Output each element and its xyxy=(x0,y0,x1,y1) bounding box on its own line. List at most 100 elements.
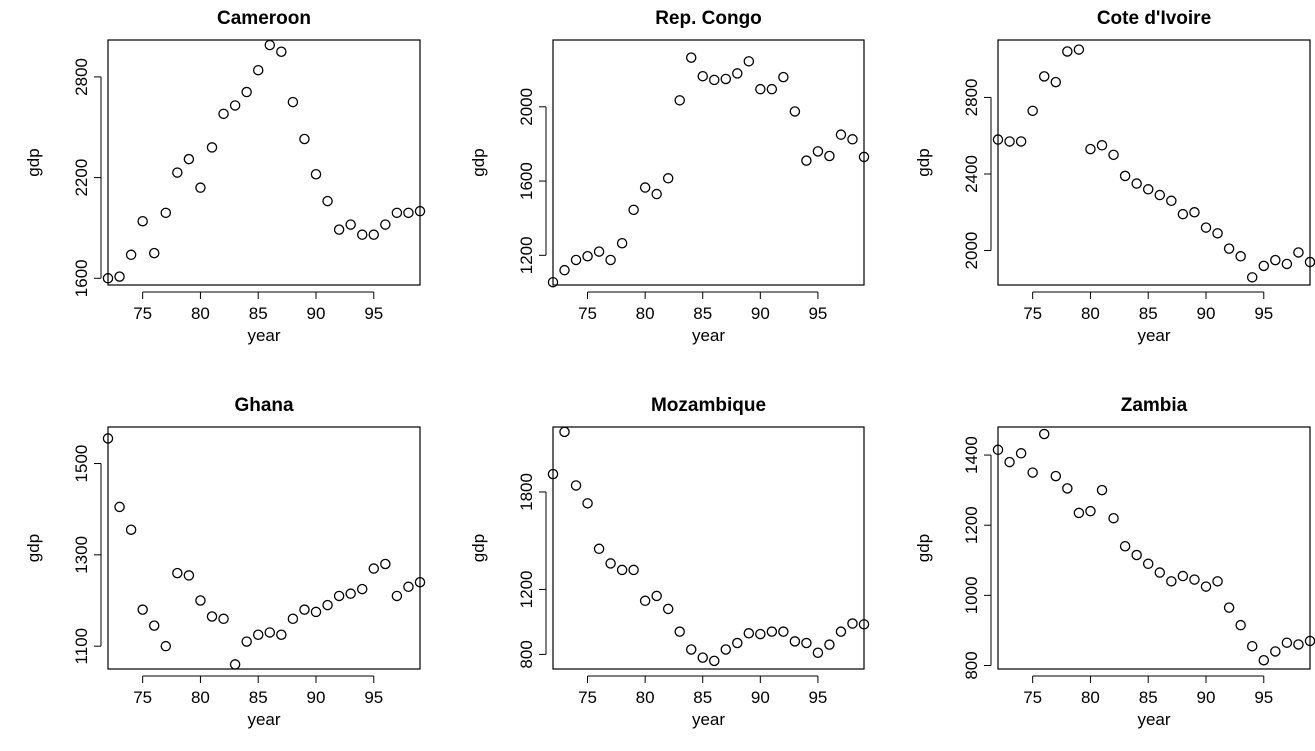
data-point xyxy=(391,590,403,602)
data-point xyxy=(1212,576,1223,587)
data-point xyxy=(1223,243,1235,254)
chart-title: Cote d'Ivoire xyxy=(1097,8,1211,29)
x-tick-label: 90 xyxy=(1197,304,1216,323)
data-point xyxy=(1085,143,1096,155)
x-tick-label: 80 xyxy=(636,304,655,323)
data-point xyxy=(639,595,651,607)
data-point xyxy=(137,604,148,615)
data-point xyxy=(1050,470,1062,482)
x-tick-label: 75 xyxy=(578,304,597,323)
data-point xyxy=(1119,170,1131,182)
x-tick-label: 90 xyxy=(751,304,770,323)
data-point xyxy=(206,611,218,622)
chart-panel: Cote d'Ivoire 75 80 85 90 95 year 2000 2400 2800 g… xyxy=(914,8,1315,345)
data-point xyxy=(559,264,570,276)
data-point xyxy=(628,564,639,576)
x-tick-label: 95 xyxy=(808,304,827,323)
chart-title: Cameroon xyxy=(217,8,311,29)
data-point xyxy=(391,207,403,219)
data-point xyxy=(1108,512,1119,524)
data-point xyxy=(651,590,662,602)
data-point xyxy=(356,583,368,595)
x-tick-label: 85 xyxy=(249,304,268,323)
data-point xyxy=(835,626,847,637)
data-point xyxy=(778,71,789,83)
data-point xyxy=(1281,637,1293,648)
data-point xyxy=(183,570,195,581)
plot-frame xyxy=(107,426,421,670)
chart-title: Zambia xyxy=(1121,395,1188,416)
data-point xyxy=(414,205,426,217)
data-point xyxy=(276,46,287,57)
data-point xyxy=(229,659,241,670)
data-point xyxy=(801,155,812,166)
data-point xyxy=(755,628,766,640)
x-axis-label: year xyxy=(692,710,725,729)
chart-panel: Zambia 75 80 85 90 95 year 800 1000 1200 1400 gdp xyxy=(914,395,1315,729)
data-point xyxy=(403,581,414,593)
data-point xyxy=(1293,247,1304,258)
y-axis-label: gdp xyxy=(24,148,43,176)
chart-title: Rep. Congo xyxy=(655,8,762,29)
data-point xyxy=(789,106,801,117)
data-point xyxy=(547,276,559,288)
data-point xyxy=(206,142,218,153)
data-point xyxy=(195,182,206,193)
data-point xyxy=(812,146,824,157)
data-point xyxy=(1108,149,1119,161)
data-point xyxy=(287,613,299,625)
data-point xyxy=(1200,222,1212,233)
data-point xyxy=(697,70,708,82)
y-tick-label: 1400 xyxy=(962,436,981,474)
plot-frame xyxy=(552,39,865,286)
data-point xyxy=(1050,76,1062,88)
x-tick-label: 85 xyxy=(1139,688,1158,707)
x-tick-label: 75 xyxy=(578,688,597,707)
chart-panel: Cameroon 75 80 85 90 95 year 1600 2200 2800 gdp xyxy=(24,8,426,345)
data-point xyxy=(414,576,426,588)
data-point xyxy=(755,83,766,95)
data-point xyxy=(628,204,639,216)
y-tick-label: 1600 xyxy=(517,162,536,200)
x-tick-label: 95 xyxy=(1254,304,1273,323)
data-point xyxy=(114,271,125,282)
data-point xyxy=(651,188,662,200)
y-tick-label: 2800 xyxy=(72,58,91,96)
data-point xyxy=(403,207,414,219)
data-point xyxy=(322,195,333,207)
data-point xyxy=(709,74,720,86)
data-point xyxy=(858,619,870,630)
data-point xyxy=(1015,136,1027,147)
data-point xyxy=(812,647,824,659)
data-point xyxy=(674,626,685,637)
data-point xyxy=(1073,507,1085,519)
data-point xyxy=(743,56,755,67)
data-point xyxy=(380,219,391,230)
x-tick-label: 75 xyxy=(1023,688,1042,707)
data-point xyxy=(380,558,391,570)
data-point xyxy=(172,167,183,178)
data-point xyxy=(287,96,299,108)
data-point xyxy=(605,558,616,569)
y-axis-label: gdp xyxy=(469,534,488,562)
data-point xyxy=(789,636,801,647)
data-point xyxy=(1189,574,1200,585)
data-point xyxy=(1258,654,1270,666)
data-point xyxy=(1004,136,1015,147)
data-point xyxy=(1223,602,1235,613)
data-point xyxy=(1166,576,1177,587)
data-point xyxy=(593,246,605,257)
x-tick-label: 85 xyxy=(249,688,268,707)
data-point xyxy=(148,620,160,631)
chart-title: Mozambique xyxy=(651,395,766,416)
data-point xyxy=(674,95,685,106)
y-tick-label: 1000 xyxy=(962,576,981,614)
data-point xyxy=(778,626,789,637)
y-tick-label: 2000 xyxy=(517,88,536,126)
x-tick-label: 75 xyxy=(133,688,152,707)
data-point xyxy=(102,433,114,444)
data-point xyxy=(276,629,287,641)
data-point xyxy=(1177,208,1189,220)
data-point xyxy=(1131,178,1142,189)
